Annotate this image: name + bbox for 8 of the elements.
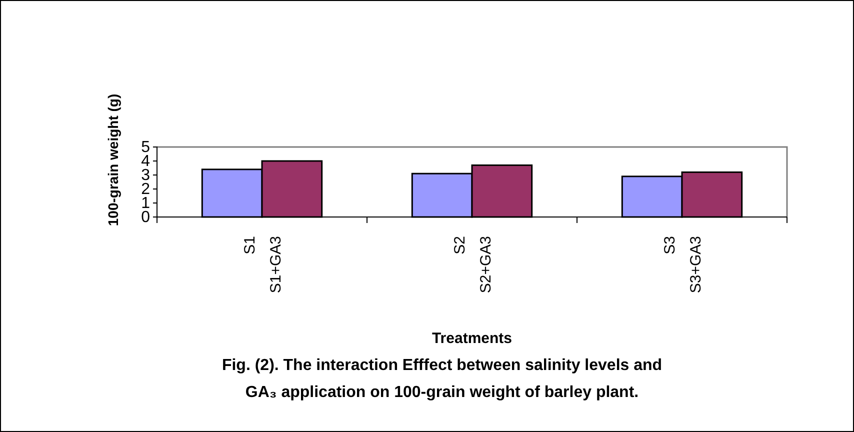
x-tick-label: S2 S2+GA3 — [451, 236, 494, 294]
x-tick-label: S1 S1+GA3 — [241, 236, 284, 294]
y-axis-title: 100-grain weight (g) — [105, 94, 121, 226]
x-axis-title: Treatments — [432, 330, 512, 347]
text: Fig. (2). The interaction Efffect between salinity levels and GA₃ application on 100-grain weight of barley plant. — [222, 357, 662, 401]
y-tick-label: 0 — [141, 209, 150, 226]
y-tick-label: 2 — [141, 181, 150, 198]
x-tick-label: S3 S3+GA3 — [661, 236, 704, 294]
